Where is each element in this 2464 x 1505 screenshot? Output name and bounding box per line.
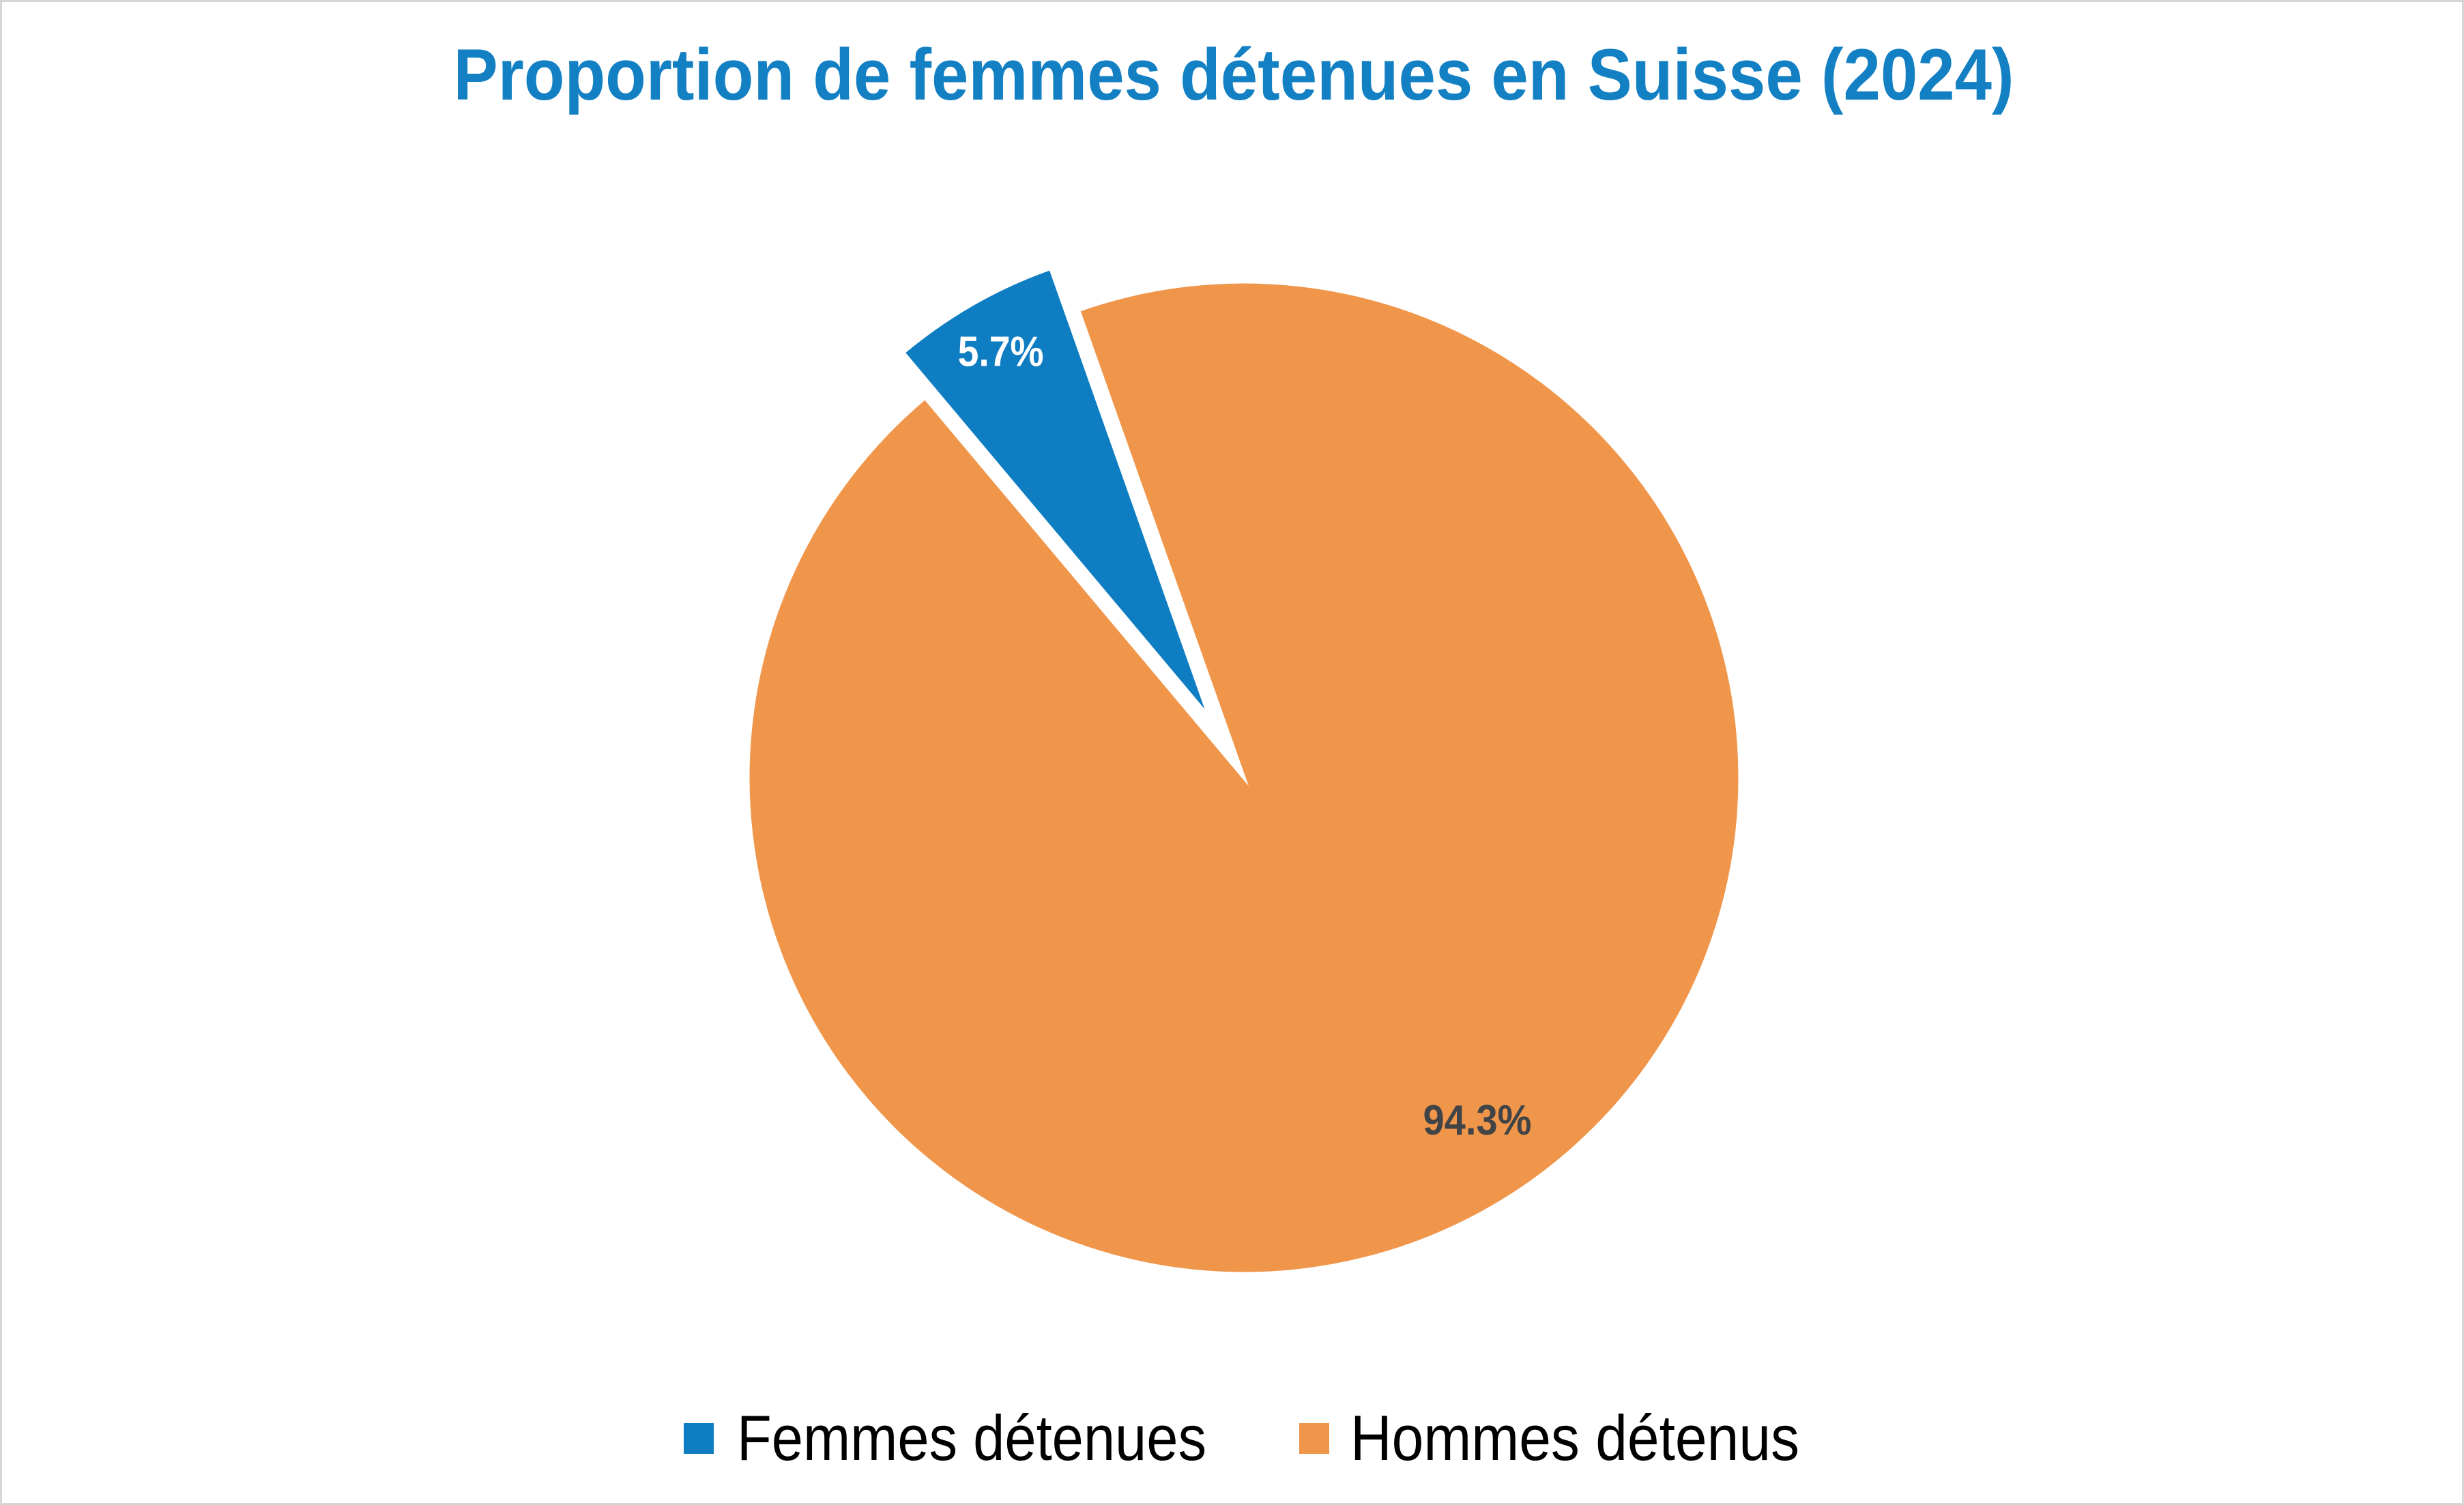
legend-item-hommes: Hommes détenus	[1299, 1402, 1799, 1474]
legend-label-femmes: Femmes détenues	[737, 1402, 1206, 1474]
legend-swatch-hommes	[1299, 1423, 1329, 1454]
pie-slice-hommes-detenus	[746, 280, 1742, 1276]
legend-item-femmes: Femmes détenues	[684, 1402, 1206, 1474]
chart-title: Proportion de femmes détenues en Suisse …	[454, 33, 2014, 115]
legend-label-hommes: Hommes détenus	[1350, 1402, 1799, 1474]
pie-label-hommes-detenus: 94.3%	[1423, 1097, 1532, 1144]
pie-label-femmes-detenues: 5.7%	[958, 329, 1044, 376]
pie-slice-femmes-detenues	[901, 266, 1215, 726]
legend-swatch-femmes	[684, 1423, 714, 1454]
pie-chart: 5.7% 94.3%	[746, 266, 1742, 1276]
legend: Femmes détenues Hommes détenus	[684, 1402, 1799, 1474]
